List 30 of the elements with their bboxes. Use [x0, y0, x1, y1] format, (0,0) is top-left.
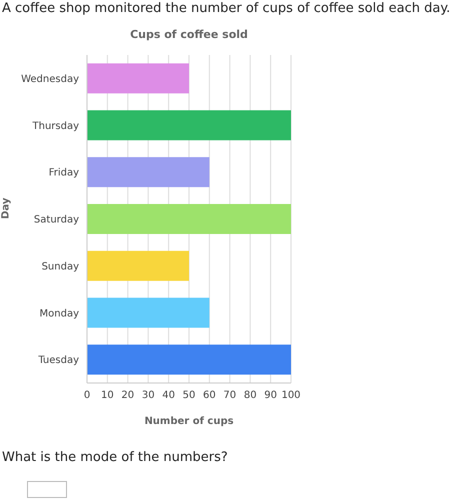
y-tick-label: Sunday — [42, 261, 80, 272]
text: A coffee shop monitored the number of cups of coffee sold each day. — [2, 1, 450, 16]
y-tick-label: Monday — [40, 308, 80, 320]
x-tick-label: 0 — [84, 390, 90, 402]
y-tick-label: Wednesday — [21, 74, 80, 85]
x-tick-label: 10 — [101, 390, 114, 402]
x-tick-label: 80 — [244, 390, 257, 402]
y-tick-label: Saturday — [34, 214, 80, 226]
bar — [87, 63, 189, 94]
bar — [87, 250, 189, 281]
x-tick-label: 90 — [264, 390, 277, 402]
y-tick-label: Friday — [48, 168, 80, 179]
x-axis-title: Number of cups — [144, 416, 234, 427]
chart-title: Cups of coffee sold — [129, 28, 249, 41]
x-tick-label: 30 — [142, 390, 155, 402]
bar — [87, 298, 210, 328]
bar — [87, 204, 291, 234]
bar — [87, 157, 210, 188]
x-tick-label: 40 — [162, 390, 175, 402]
x-tick-label: 20 — [121, 390, 134, 402]
x-tick-label: 50 — [182, 390, 196, 402]
y-tick-label: Tuesday — [37, 355, 80, 366]
y-axis-title: Day — [0, 197, 12, 219]
x-tick-label: 100 — [281, 390, 301, 402]
x-tick-label: 60 — [203, 390, 216, 402]
y-tick-label: Thursday — [32, 120, 80, 132]
bar — [87, 110, 291, 140]
text: What is the mode of the numbers? — [2, 450, 228, 465]
bar — [87, 344, 291, 375]
x-tick-label: 70 — [223, 390, 236, 402]
